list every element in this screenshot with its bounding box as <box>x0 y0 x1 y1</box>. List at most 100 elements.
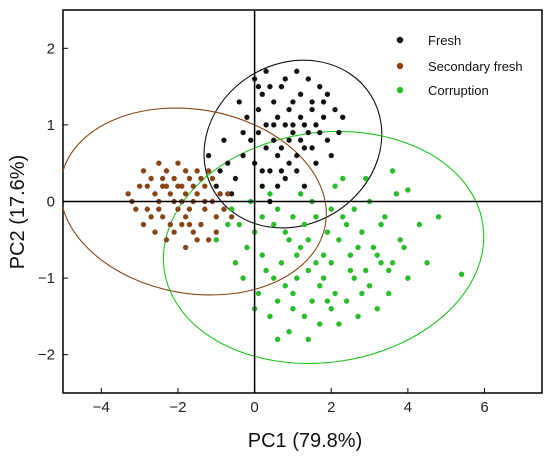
point-fresh <box>240 152 246 159</box>
point-corruption <box>351 206 358 212</box>
point-corruption <box>324 298 331 304</box>
point-corruption <box>389 259 396 266</box>
legend-label-secondary-fresh: Secondary fresh <box>428 59 523 74</box>
point-corruption <box>290 290 296 297</box>
point-secondary-fresh <box>163 236 170 243</box>
point-corruption <box>278 259 285 266</box>
point-corruption <box>213 236 220 243</box>
point-fresh <box>309 145 315 151</box>
point-corruption <box>401 244 407 251</box>
x-tick-label: −4 <box>93 399 110 416</box>
point-fresh <box>278 145 285 151</box>
point-corruption <box>313 259 319 266</box>
y-axis-title: PC2 (17.6%) <box>7 155 29 270</box>
point-secondary-fresh <box>159 214 166 220</box>
point-secondary-fresh <box>190 183 197 189</box>
point-secondary-fresh <box>175 183 181 189</box>
point-corruption <box>385 290 392 297</box>
point-fresh <box>263 145 269 151</box>
x-axis-title: PC1 (79.8%) <box>248 430 363 452</box>
point-secondary-fresh <box>144 183 151 189</box>
point-corruption <box>232 259 239 266</box>
point-fresh <box>305 129 312 136</box>
point-corruption <box>244 244 250 251</box>
point-fresh <box>320 114 327 121</box>
point-corruption <box>435 214 442 220</box>
point-secondary-fresh <box>186 221 193 228</box>
point-fresh <box>293 152 300 159</box>
y-tick-label: 0 <box>47 194 55 211</box>
point-secondary-fresh <box>159 175 166 182</box>
point-corruption <box>267 191 273 197</box>
point-fresh <box>282 175 289 182</box>
ellipse-secondary-fresh <box>63 107 327 296</box>
legend-label-fresh: Fresh <box>428 33 461 48</box>
data-points <box>125 68 465 343</box>
point-secondary-fresh <box>167 191 174 197</box>
point-secondary-fresh <box>194 191 200 197</box>
point-corruption <box>263 267 269 274</box>
point-secondary-fresh <box>201 206 208 212</box>
confidence-ellipses <box>63 59 485 364</box>
point-secondary-fresh <box>148 175 154 182</box>
point-corruption <box>228 206 235 212</box>
point-corruption <box>393 191 400 197</box>
point-corruption <box>424 259 430 266</box>
point-corruption <box>332 290 338 297</box>
point-fresh <box>224 160 231 166</box>
point-fresh <box>232 175 239 182</box>
point-fresh <box>259 91 266 98</box>
point-corruption <box>343 298 350 304</box>
point-corruption <box>351 275 358 281</box>
point-fresh <box>263 68 269 75</box>
point-secondary-fresh <box>152 191 158 197</box>
point-corruption <box>370 244 377 251</box>
point-fresh <box>286 137 292 144</box>
point-fresh <box>309 99 315 105</box>
legend: Fresh Secondary fresh Corruption <box>396 33 523 98</box>
point-fresh <box>328 152 335 159</box>
point-secondary-fresh <box>136 183 143 189</box>
point-secondary-fresh <box>125 191 131 197</box>
point-secondary-fresh <box>213 229 220 235</box>
point-secondary-fresh <box>224 191 231 197</box>
point-secondary-fresh <box>194 236 200 243</box>
point-fresh <box>274 152 281 159</box>
point-corruption <box>339 214 346 220</box>
point-secondary-fresh <box>148 214 154 220</box>
point-secondary-fresh <box>133 206 139 212</box>
point-corruption <box>336 236 342 243</box>
x-tick-label: 4 <box>404 399 412 416</box>
point-fresh <box>316 83 323 90</box>
point-fresh <box>240 129 246 136</box>
point-fresh <box>297 91 304 98</box>
point-corruption <box>328 305 335 312</box>
point-corruption <box>458 271 465 278</box>
point-fresh <box>313 160 319 166</box>
point-fresh <box>270 137 277 144</box>
point-corruption <box>286 328 292 335</box>
point-fresh <box>332 106 338 113</box>
point-fresh <box>324 137 331 144</box>
point-secondary-fresh <box>213 214 220 220</box>
point-fresh <box>286 106 292 113</box>
point-secondary-fresh <box>205 168 212 174</box>
point-corruption <box>405 187 411 193</box>
point-fresh <box>297 114 304 121</box>
point-fresh <box>305 76 312 82</box>
point-corruption <box>343 221 350 228</box>
point-corruption <box>236 221 243 228</box>
point-corruption <box>282 282 289 289</box>
point-fresh <box>217 168 223 174</box>
point-corruption <box>362 175 369 182</box>
y-tick-label: −1 <box>38 270 55 287</box>
point-corruption <box>320 252 327 258</box>
point-corruption <box>274 206 281 212</box>
zero-axis-lines <box>63 10 542 393</box>
point-secondary-fresh <box>175 160 181 166</box>
point-corruption <box>297 191 304 197</box>
point-fresh <box>282 122 289 128</box>
point-secondary-fresh <box>182 191 189 197</box>
point-fresh <box>297 137 304 144</box>
x-tick-label: 2 <box>327 399 335 416</box>
